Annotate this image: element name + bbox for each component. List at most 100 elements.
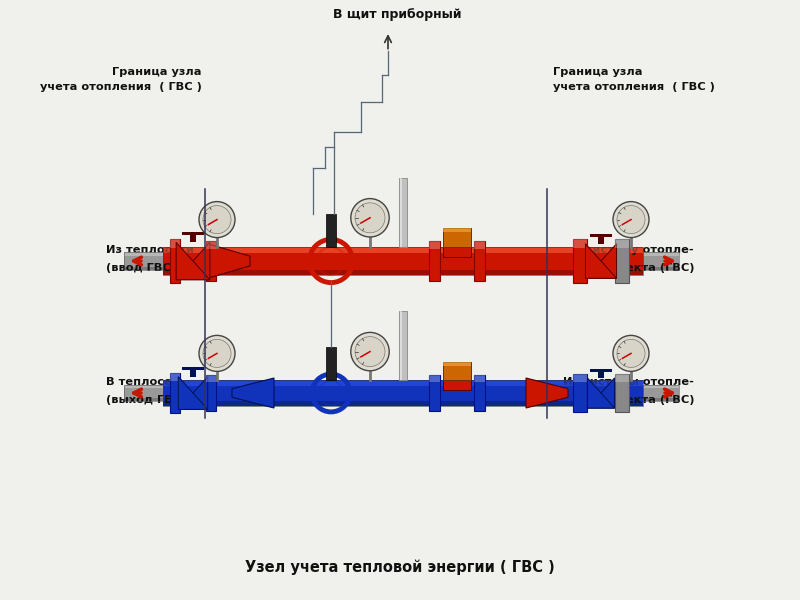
Text: В систему отопле-: В систему отопле- [574,245,694,255]
Polygon shape [208,244,250,278]
Bar [124,385,163,401]
Circle shape [350,199,389,237]
Bar [206,376,216,382]
Text: Граница узла: Граница узла [113,67,202,77]
Bar [124,252,163,270]
Bar [615,374,629,412]
Circle shape [203,340,231,367]
Bar [400,178,402,247]
Polygon shape [178,377,208,409]
Polygon shape [587,378,614,408]
Bar [206,241,216,281]
Polygon shape [586,244,617,278]
Bar [643,398,679,401]
Bar [615,239,629,283]
Text: В щит приборный: В щит приборный [333,8,462,21]
Bar [474,376,485,382]
Polygon shape [176,242,210,280]
Bar [429,376,440,382]
Bar [163,247,643,275]
Bar [124,385,163,388]
Bar [400,311,402,380]
Bar [429,241,440,281]
Text: (ввод ГВС): (ввод ГВС) [106,263,176,273]
Bar [598,235,604,244]
Bar [124,267,163,270]
Text: (выход ГВС): (выход ГВС) [106,395,186,405]
Text: Из системы отопле-: Из системы отопле- [563,377,694,387]
Polygon shape [586,244,617,278]
Bar [206,376,216,410]
Polygon shape [526,378,568,408]
Text: В теплосеть: В теплосеть [106,377,186,387]
Bar [170,373,181,413]
Bar [442,362,471,380]
Bar [643,252,679,270]
Bar [124,252,163,256]
Text: Узел учета тепловой энергии ( ГВС ): Узел учета тепловой энергии ( ГВС ) [245,559,555,575]
Text: ния объекта (ГВС): ния объекта (ГВС) [574,263,694,274]
Bar [474,241,485,281]
Bar [190,368,196,377]
Bar [615,374,629,382]
Bar [182,232,204,235]
Bar [574,239,586,248]
Bar [590,234,612,237]
Bar [163,247,643,253]
Bar [442,247,471,257]
Bar [590,370,612,372]
Bar [170,373,181,381]
Circle shape [617,340,645,367]
Circle shape [355,203,385,233]
Circle shape [203,206,231,233]
Circle shape [613,335,649,371]
Bar [163,380,643,406]
Text: учета отопления  ( ГВС ): учета отопления ( ГВС ) [553,82,715,92]
Bar [182,367,204,370]
Bar [163,401,643,406]
Bar [170,239,181,248]
Circle shape [199,202,235,238]
Bar [170,239,181,283]
Bar [643,385,679,401]
Bar [574,374,586,412]
Bar [163,270,643,275]
Bar [574,374,586,382]
Bar [163,247,643,275]
Bar [124,385,163,401]
Bar [190,233,196,242]
Circle shape [613,202,649,238]
Bar [399,311,406,380]
Circle shape [199,335,235,371]
Circle shape [617,206,645,233]
Bar [615,239,629,248]
Bar [399,178,406,247]
Bar [163,380,643,386]
Bar [574,239,586,283]
Bar [442,380,471,391]
Bar [442,229,471,247]
Bar [326,347,337,380]
Polygon shape [232,378,274,408]
Text: ния объекта (ГВС): ния объекта (ГВС) [574,395,694,406]
Bar [163,380,643,406]
Bar [643,385,679,401]
Bar [124,398,163,401]
Bar [643,385,679,388]
Bar [326,214,337,247]
Text: Граница узла: Граница узла [553,67,642,77]
Bar [643,267,679,270]
Bar [442,362,471,365]
Polygon shape [176,242,210,280]
Bar [474,241,485,249]
Bar [206,241,216,249]
Bar [643,252,679,256]
Bar [429,376,440,410]
Text: Из теплосети: Из теплосети [106,245,194,255]
Bar [442,229,471,232]
Polygon shape [587,378,614,408]
Bar [124,252,163,270]
Circle shape [350,332,389,371]
Circle shape [355,337,385,367]
Bar [474,376,485,410]
